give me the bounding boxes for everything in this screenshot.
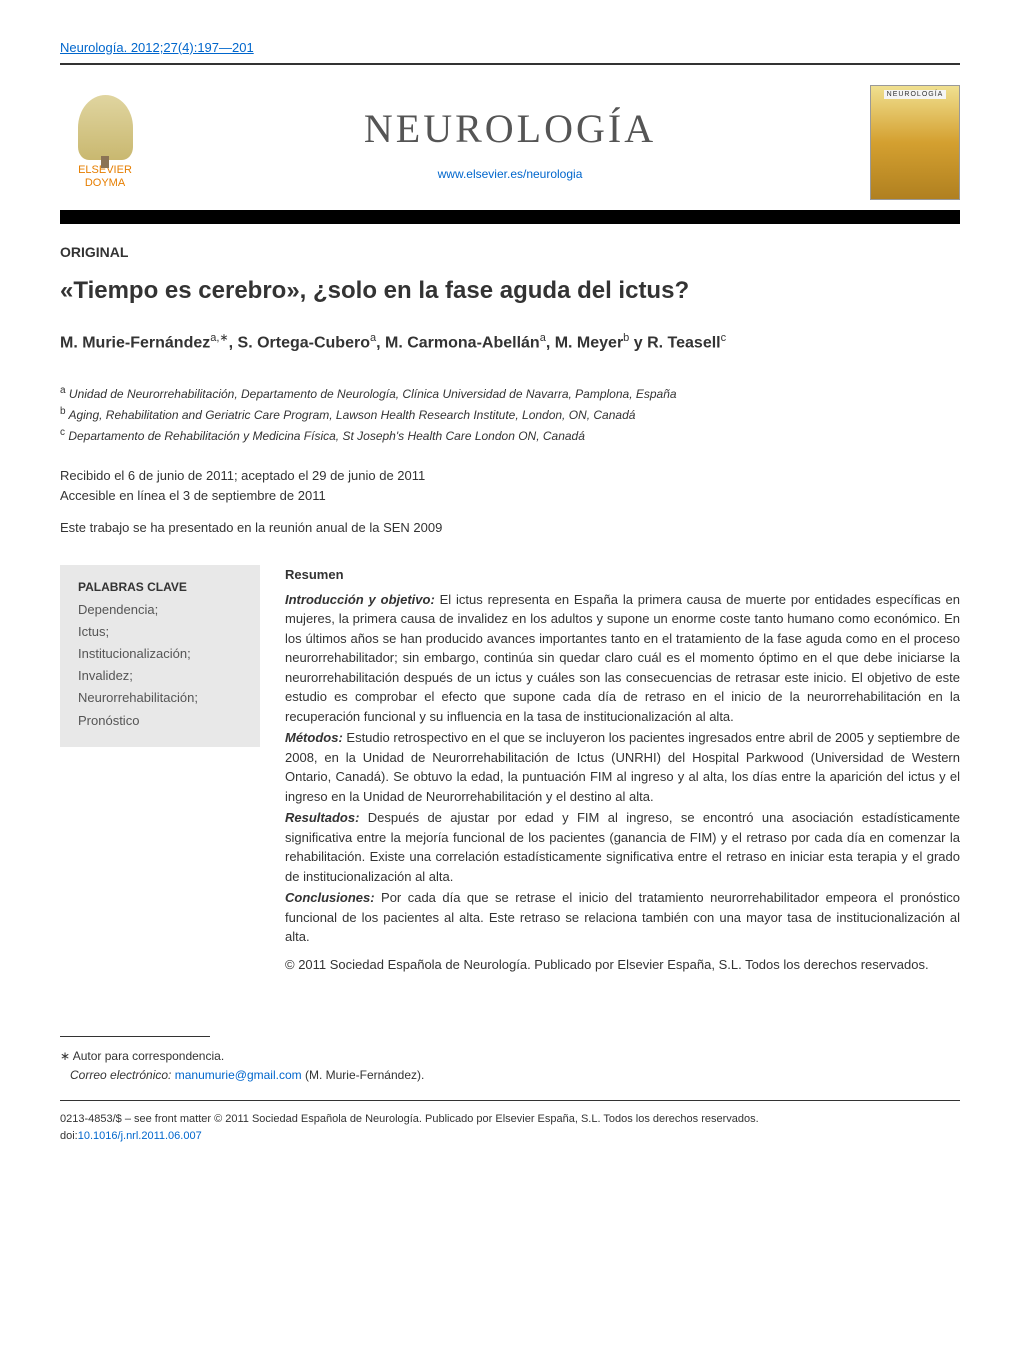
affiliation-b: b Aging, Rehabilitation and Geriatric Ca… xyxy=(60,404,960,425)
bottom-divider xyxy=(60,1100,960,1101)
dates-received: Recibido el 6 de junio de 2011; aceptado… xyxy=(60,466,960,486)
affiliations: a Unidad de Neurorrehabilitación, Depart… xyxy=(60,383,960,447)
aff-b-text: Aging, Rehabilitation and Geriatric Care… xyxy=(66,408,636,422)
top-divider xyxy=(60,63,960,65)
journal-title: NEUROLOGÍA xyxy=(150,105,870,152)
publisher-logo: ELSEVIER DOYMA xyxy=(60,88,150,198)
journal-header: ELSEVIER DOYMA NEUROLOGÍA www.elsevier.e… xyxy=(60,85,960,200)
intro-label: Introducción y objetivo: xyxy=(285,592,435,607)
conclusions-text: Por cada día que se retrase el inicio de… xyxy=(285,890,960,944)
doi-prefix: doi: xyxy=(60,1130,78,1142)
keywords-title: PALABRAS CLAVE xyxy=(78,580,242,594)
abstract-content: Resumen Introducción y objetivo: El ictu… xyxy=(285,565,960,976)
doi-link[interactable]: 10.1016/j.nrl.2011.06.007 xyxy=(78,1130,202,1142)
doi-line: doi:10.1016/j.nrl.2011.06.007 xyxy=(60,1128,960,1145)
email-line: Correo electrónico: manumurie@gmail.com … xyxy=(60,1066,960,1085)
author-5-aff: c xyxy=(721,332,727,344)
cover-title: NEUROLOGÍA xyxy=(884,90,947,99)
author-and: y xyxy=(629,335,647,352)
affiliation-c: c Departamento de Rehabilitación y Medic… xyxy=(60,425,960,446)
keywords-box: PALABRAS CLAVE Dependencia; Ictus; Insti… xyxy=(60,565,260,747)
abstract-copyright: © 2011 Sociedad Española de Neurología. … xyxy=(285,955,960,975)
dates-online: Accesible en línea el 3 de septiembre de… xyxy=(60,486,960,506)
email-suffix: (M. Murie-Fernández). xyxy=(302,1068,425,1082)
conclusions-label: Conclusiones: xyxy=(285,890,375,905)
author-5: R. Teasell xyxy=(647,335,721,352)
publisher-line2: DOYMA xyxy=(85,177,125,189)
corresp-email[interactable]: manumurie@gmail.com xyxy=(171,1068,301,1082)
footer-notes: ∗ Autor para correspondencia. Correo ele… xyxy=(60,1047,960,1085)
abstract-heading: Resumen xyxy=(285,565,960,585)
issn-text: 0213-4853/$ – see front matter © 2011 So… xyxy=(60,1111,960,1128)
abstract-results: Resultados: Después de ajustar por edad … xyxy=(285,808,960,886)
article-type: ORIGINAL xyxy=(60,244,960,260)
article-dates: Recibido el 6 de junio de 2011; aceptado… xyxy=(60,466,960,505)
intro-text: El ictus representa en España la primera… xyxy=(285,592,960,724)
corresp-label: Autor para correspondencia. xyxy=(70,1049,224,1063)
methods-label: Métodos: xyxy=(285,730,343,745)
aff-c-text: Departamento de Rehabilitación y Medicin… xyxy=(65,429,585,443)
methods-text: Estudio retrospectivo en el que se inclu… xyxy=(285,730,960,804)
elsevier-tree-icon xyxy=(78,95,133,160)
author-3: , M. Carmona-Abellán xyxy=(376,335,540,352)
footer-divider xyxy=(60,1036,210,1037)
results-text: Después de ajustar por edad y FIM al ing… xyxy=(285,810,960,884)
abstract-intro: Introducción y objetivo: El ictus repres… xyxy=(285,590,960,727)
email-label: Correo electrónico: xyxy=(70,1068,171,1082)
results-label: Resultados: xyxy=(285,810,359,825)
abstract-container: PALABRAS CLAVE Dependencia; Ictus; Insti… xyxy=(60,565,960,976)
aff-a-text: Unidad de Neurorrehabilitación, Departam… xyxy=(66,387,677,401)
keywords-list: Dependencia; Ictus; Institucionalización… xyxy=(78,599,242,732)
affiliation-a: a Unidad de Neurorrehabilitación, Depart… xyxy=(60,383,960,404)
presentation-note: Este trabajo se ha presentado en la reun… xyxy=(60,520,960,535)
journal-cover-thumbnail: NEUROLOGÍA xyxy=(870,85,960,200)
authors-list: M. Murie-Fernándeza,∗, S. Ortega-Cuberoa… xyxy=(60,331,960,352)
correspondence-note: ∗ Autor para correspondencia. xyxy=(60,1047,960,1066)
corresp-marker: ∗ xyxy=(60,1049,70,1063)
author-2: , S. Ortega-Cubero xyxy=(229,335,370,352)
abstract-methods: Métodos: Estudio retrospectivo en el que… xyxy=(285,728,960,806)
article-title: «Tiempo es cerebro», ¿solo en la fase ag… xyxy=(60,275,960,306)
citation[interactable]: Neurología. 2012;27(4):197—201 xyxy=(60,40,960,55)
author-1-aff: a,∗ xyxy=(210,332,228,344)
issn-copyright: 0213-4853/$ – see front matter © 2011 So… xyxy=(60,1111,960,1144)
abstract-conclusions: Conclusiones: Por cada día que se retras… xyxy=(285,888,960,947)
header-black-bar xyxy=(60,210,960,224)
journal-url[interactable]: www.elsevier.es/neurologia xyxy=(150,167,870,181)
journal-title-block: NEUROLOGÍA www.elsevier.es/neurologia xyxy=(150,105,870,181)
author-1: M. Murie-Fernández xyxy=(60,335,210,352)
author-4: , M. Meyer xyxy=(546,335,623,352)
